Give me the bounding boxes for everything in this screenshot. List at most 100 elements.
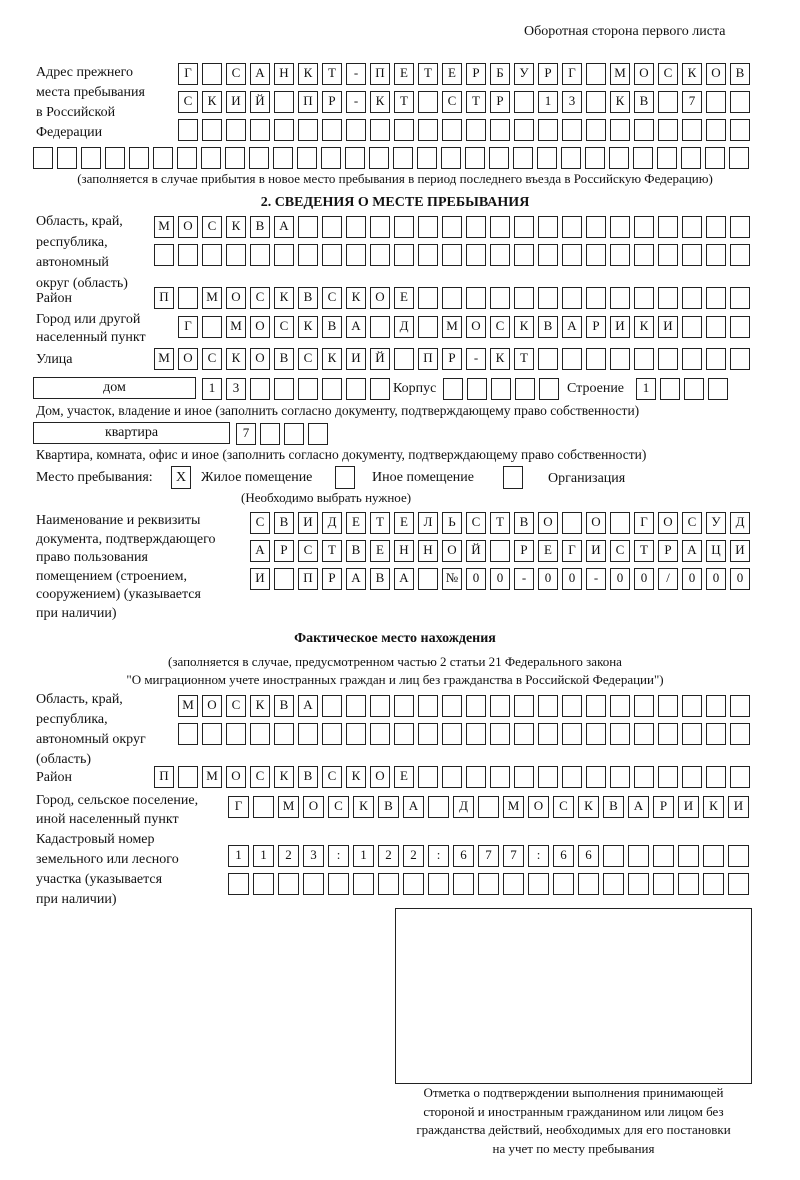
street-row-cell[interactable]: В xyxy=(274,348,294,370)
cadastral-row-2-cell[interactable] xyxy=(378,873,399,895)
previous-address-row-2-cell[interactable]: - xyxy=(346,91,366,113)
city-row-cell[interactable] xyxy=(370,316,390,338)
previous-address-row-2-cell[interactable]: С xyxy=(178,91,198,113)
cadastral-row-2-cell[interactable] xyxy=(628,873,649,895)
cadastral-row-2-cell[interactable] xyxy=(478,873,499,895)
district-row-cell[interactable] xyxy=(466,287,486,309)
document-row-3-cell[interactable]: / xyxy=(658,568,678,590)
actual-city-row-cell[interactable]: Р xyxy=(653,796,674,818)
cadastral-row-2-cell[interactable] xyxy=(553,873,574,895)
street-row-cell[interactable]: К xyxy=(226,348,246,370)
cadastral-row-1-cell[interactable]: 1 xyxy=(253,845,274,867)
actual-region-row-2-cell[interactable] xyxy=(682,723,702,745)
region-row-2-cell[interactable] xyxy=(418,244,438,266)
region-row-2-cell[interactable] xyxy=(514,244,534,266)
street-row-cell[interactable]: Р xyxy=(442,348,462,370)
actual-region-row-2-cell[interactable] xyxy=(370,723,390,745)
apartment-number-row-cell[interactable] xyxy=(308,423,328,445)
actual-district-row-cell[interactable] xyxy=(514,766,534,788)
previous-address-row-4-cell[interactable] xyxy=(369,147,389,169)
previous-address-row-4-cell[interactable] xyxy=(465,147,485,169)
previous-address-row-3-cell[interactable] xyxy=(226,119,246,141)
cadastral-row-2-cell[interactable] xyxy=(728,873,749,895)
street-row-cell[interactable] xyxy=(730,348,750,370)
document-row-1-cell[interactable]: Т xyxy=(490,512,510,534)
street-row-cell[interactable] xyxy=(706,348,726,370)
actual-region-row-1-cell[interactable] xyxy=(586,695,606,717)
document-row-1-cell[interactable] xyxy=(562,512,582,534)
house-number-row-cell[interactable] xyxy=(370,378,390,400)
document-row-2-cell[interactable]: Е xyxy=(370,540,390,562)
previous-address-row-1-cell[interactable]: Р xyxy=(538,63,558,85)
previous-address-row-4-cell[interactable] xyxy=(177,147,197,169)
actual-region-row-2-cell[interactable] xyxy=(202,723,222,745)
district-row-cell[interactable] xyxy=(418,287,438,309)
previous-address-row-1-cell[interactable]: С xyxy=(658,63,678,85)
previous-address-row-3-cell[interactable] xyxy=(250,119,270,141)
city-row-cell[interactable]: М xyxy=(442,316,462,338)
previous-address-row-2-cell[interactable]: К xyxy=(610,91,630,113)
actual-region-row-2-cell[interactable] xyxy=(586,723,606,745)
document-row-1-cell[interactable]: В xyxy=(514,512,534,534)
city-row-cell[interactable]: К xyxy=(634,316,654,338)
actual-region-row-2-cell[interactable] xyxy=(442,723,462,745)
region-row-1-cell[interactable] xyxy=(322,216,342,238)
previous-address-row-2-cell[interactable]: Р xyxy=(322,91,342,113)
document-row-2-cell[interactable]: Н xyxy=(418,540,438,562)
previous-address-row-2-cell[interactable]: Р xyxy=(490,91,510,113)
district-row-cell[interactable] xyxy=(658,287,678,309)
previous-address-row-1-cell[interactable]: Б xyxy=(490,63,510,85)
building-row-cell[interactable] xyxy=(660,378,680,400)
actual-region-row-1-cell[interactable] xyxy=(610,695,630,717)
document-row-1-cell[interactable] xyxy=(610,512,630,534)
previous-address-row-4-cell[interactable] xyxy=(417,147,437,169)
document-row-1-cell[interactable]: И xyxy=(298,512,318,534)
actual-district-row-cell[interactable] xyxy=(538,766,558,788)
street-row-cell[interactable]: П xyxy=(418,348,438,370)
document-row-2-cell[interactable] xyxy=(490,540,510,562)
district-row-cell[interactable]: П xyxy=(154,287,174,309)
region-row-1-cell[interactable] xyxy=(394,216,414,238)
city-row-cell[interactable]: Г xyxy=(178,316,198,338)
previous-address-row-1-cell[interactable]: А xyxy=(250,63,270,85)
cadastral-row-1-cell[interactable]: : xyxy=(428,845,449,867)
previous-address-row-3-cell[interactable] xyxy=(706,119,726,141)
previous-address-row-3-cell[interactable] xyxy=(730,119,750,141)
actual-city-row-cell[interactable]: К xyxy=(578,796,599,818)
document-row-1-cell[interactable]: Л xyxy=(418,512,438,534)
apartment-type-field[interactable]: квартира xyxy=(33,422,230,444)
previous-address-row-2-cell[interactable]: В xyxy=(634,91,654,113)
district-row-cell[interactable] xyxy=(610,287,630,309)
previous-address-row-3-cell[interactable] xyxy=(610,119,630,141)
previous-address-row-3-cell[interactable] xyxy=(178,119,198,141)
previous-address-row-1-cell[interactable]: Т xyxy=(418,63,438,85)
previous-address-row-2-cell[interactable]: Й xyxy=(250,91,270,113)
actual-city-row-cell[interactable] xyxy=(478,796,499,818)
korpus-row-cell[interactable] xyxy=(467,378,487,400)
house-number-row-cell[interactable]: 1 xyxy=(202,378,222,400)
street-row-cell[interactable] xyxy=(658,348,678,370)
cadastral-row-2-cell[interactable] xyxy=(428,873,449,895)
city-row-cell[interactable]: А xyxy=(562,316,582,338)
district-row-cell[interactable] xyxy=(490,287,510,309)
previous-address-row-2-cell[interactable]: 1 xyxy=(538,91,558,113)
document-row-3-cell[interactable]: П xyxy=(298,568,318,590)
city-row-cell[interactable]: О xyxy=(466,316,486,338)
document-row-1-cell[interactable]: С xyxy=(466,512,486,534)
cadastral-row-2-cell[interactable] xyxy=(703,873,724,895)
document-row-3-cell[interactable]: 0 xyxy=(706,568,726,590)
building-row-cell[interactable]: 1 xyxy=(636,378,656,400)
street-row-cell[interactable]: С xyxy=(298,348,318,370)
previous-address-row-1-cell[interactable]: О xyxy=(706,63,726,85)
actual-region-row-2-cell[interactable] xyxy=(538,723,558,745)
actual-district-row-cell[interactable]: О xyxy=(370,766,390,788)
district-row-cell[interactable] xyxy=(586,287,606,309)
document-row-3-cell[interactable]: 0 xyxy=(466,568,486,590)
cadastral-row-1-cell[interactable]: 7 xyxy=(503,845,524,867)
document-row-2-cell[interactable]: Т xyxy=(634,540,654,562)
actual-district-row-cell[interactable] xyxy=(442,766,462,788)
previous-address-row-4-cell[interactable] xyxy=(585,147,605,169)
region-row-2-cell[interactable] xyxy=(394,244,414,266)
cadastral-row-1-cell[interactable]: 2 xyxy=(378,845,399,867)
previous-address-row-2-cell[interactable]: 7 xyxy=(682,91,702,113)
